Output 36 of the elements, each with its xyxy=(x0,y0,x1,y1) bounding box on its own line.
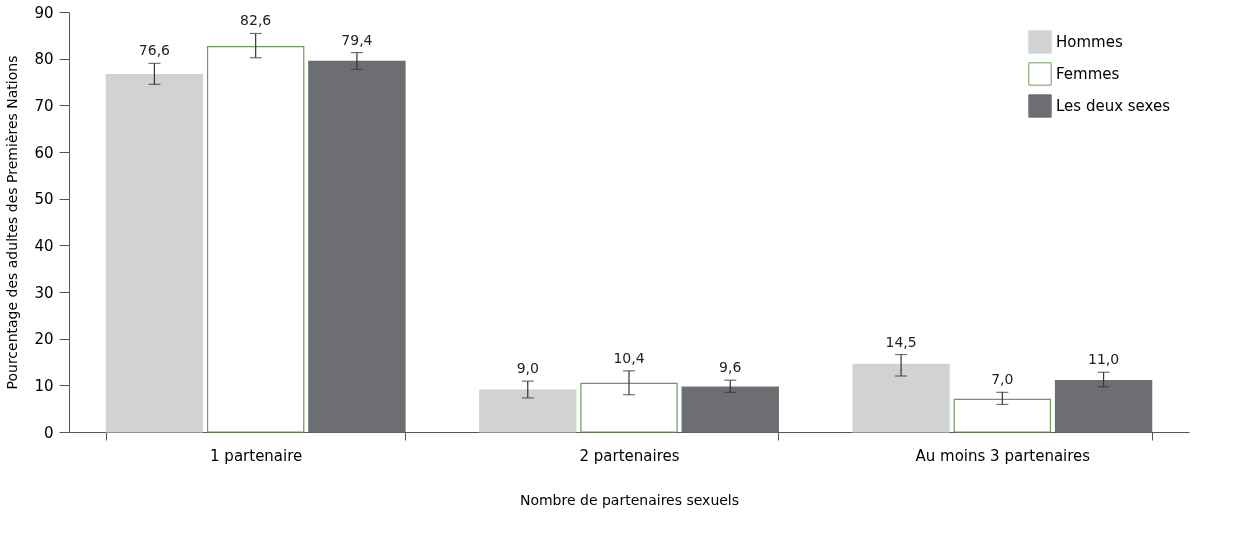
legend-label: Femmes xyxy=(1056,65,1120,83)
y-tick-label: 20 xyxy=(34,330,54,349)
y-tick-label: 30 xyxy=(34,283,54,302)
bar xyxy=(681,386,779,433)
x-tick-label: 2 partenaires xyxy=(579,446,680,465)
y-tick-label: 80 xyxy=(34,50,54,69)
data-label: 76,6 xyxy=(138,42,171,59)
data-label: 10,4 xyxy=(613,349,645,366)
y-tick-label: 70 xyxy=(34,96,54,115)
y-tick-label: 60 xyxy=(34,143,54,162)
data-label: 14,5 xyxy=(885,333,917,350)
data-label: 82,6 xyxy=(240,12,272,29)
bar xyxy=(852,363,950,433)
data-label: 7,0 xyxy=(991,371,1014,388)
bar xyxy=(580,382,678,433)
y-tick-label: 40 xyxy=(34,236,54,255)
x-axis-title: Nombre de partenaires sexuels xyxy=(519,491,740,508)
bar xyxy=(105,73,204,433)
y-tick-label: 90 xyxy=(34,3,54,22)
y-tick-label: 10 xyxy=(34,376,54,395)
data-label: 79,4 xyxy=(341,31,373,48)
legend-label: Hommes xyxy=(1056,33,1123,51)
bar xyxy=(1054,380,1153,433)
x-tick-label: 1 partenaire xyxy=(210,446,303,465)
bar xyxy=(206,45,305,433)
bar xyxy=(953,398,1052,433)
y-tick-label: 50 xyxy=(34,190,54,209)
data-label: 9,0 xyxy=(516,360,539,377)
bar xyxy=(308,60,406,433)
y-axis-title: Pourcentage des adultes des Premières Nations xyxy=(4,55,21,390)
x-tick-label: Au moins 3 partenaires xyxy=(915,446,1091,465)
legend-label: Les deux sexes xyxy=(1056,97,1171,115)
bar xyxy=(479,389,577,433)
data-label: 9,6 xyxy=(719,359,742,376)
data-label: 11,0 xyxy=(1087,351,1120,368)
y-tick-label: 0 xyxy=(43,423,54,442)
